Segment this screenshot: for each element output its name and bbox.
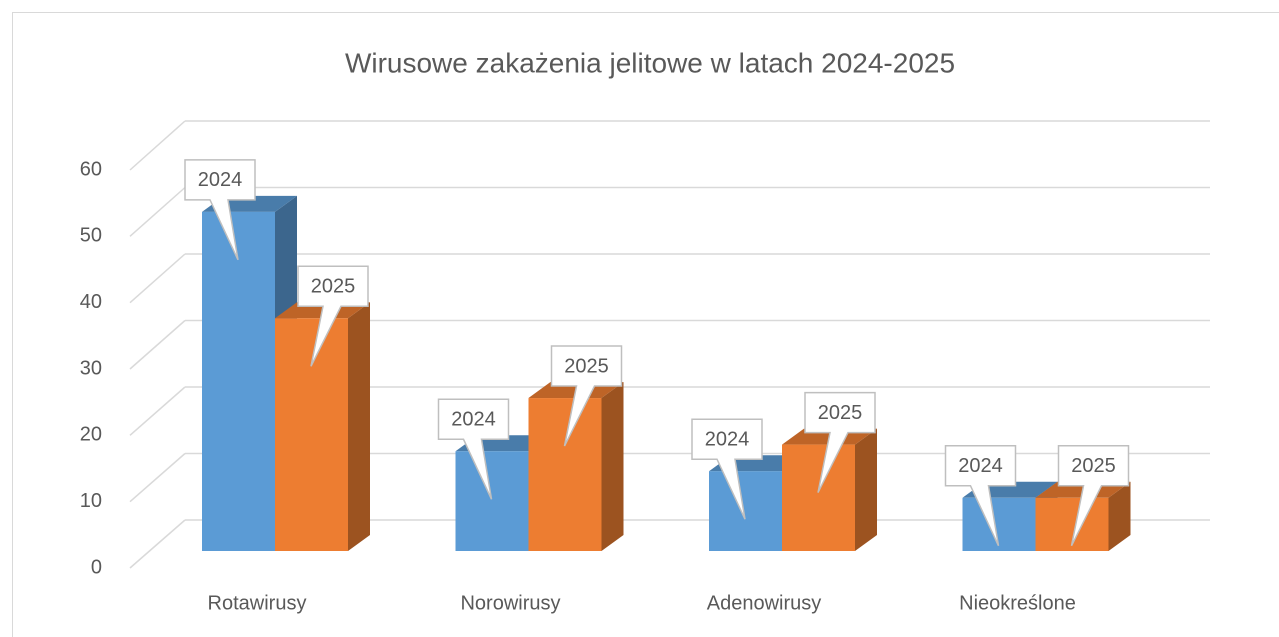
data-label: 2024	[958, 455, 1003, 477]
bar	[962, 497, 1036, 551]
bar	[202, 211, 275, 551]
grid-line-side	[129, 186, 186, 237]
data-label-callout	[550, 345, 623, 447]
bar	[455, 451, 529, 551]
grid-line-side	[129, 386, 186, 436]
x-tick-label: Norowirusy	[460, 592, 560, 614]
grid-line-side	[129, 519, 186, 569]
y-tick-label: 0	[91, 556, 102, 578]
chart-title: Wirusowe zakażenia jelitowe w latach 202…	[345, 47, 955, 78]
data-label-callout	[297, 265, 369, 367]
bar-side	[601, 382, 624, 551]
data-label: 2024	[705, 428, 750, 450]
data-label-callout	[691, 418, 763, 520]
grid-line-side	[129, 120, 186, 171]
bar-side	[855, 428, 877, 551]
data-label-callout	[1057, 445, 1130, 547]
grid-line-side	[129, 319, 186, 370]
grid-line-side	[129, 452, 186, 503]
bar-side	[348, 302, 370, 551]
data-label-callout	[804, 391, 876, 493]
x-tick-label: Adenowirusy	[707, 592, 822, 614]
data-label: 2025	[311, 276, 356, 298]
y-tick-label: 30	[80, 357, 102, 379]
data-label: 2024	[198, 169, 243, 191]
data-label: 2025	[1071, 455, 1116, 477]
bar	[275, 318, 348, 551]
data-label-callout	[944, 445, 1017, 547]
y-tick-label: 40	[80, 291, 102, 313]
x-tick-label: Rotawirusy	[208, 592, 307, 614]
y-tick-label: 60	[80, 158, 102, 180]
bar-side	[1108, 481, 1131, 551]
grid-line-side	[129, 253, 186, 304]
data-label: 2025	[564, 355, 609, 377]
data-label: 2025	[818, 402, 863, 424]
bar	[528, 398, 602, 551]
data-label: 2024	[451, 409, 496, 431]
bar	[782, 444, 855, 551]
data-label-callout	[437, 398, 510, 500]
y-tick-label: 20	[80, 424, 102, 446]
y-tick-label: 50	[80, 225, 102, 247]
x-tick-label: Nieokreślone	[959, 592, 1076, 614]
bar	[709, 471, 782, 551]
data-label-callout	[184, 159, 256, 261]
y-tick-label: 10	[80, 490, 102, 512]
